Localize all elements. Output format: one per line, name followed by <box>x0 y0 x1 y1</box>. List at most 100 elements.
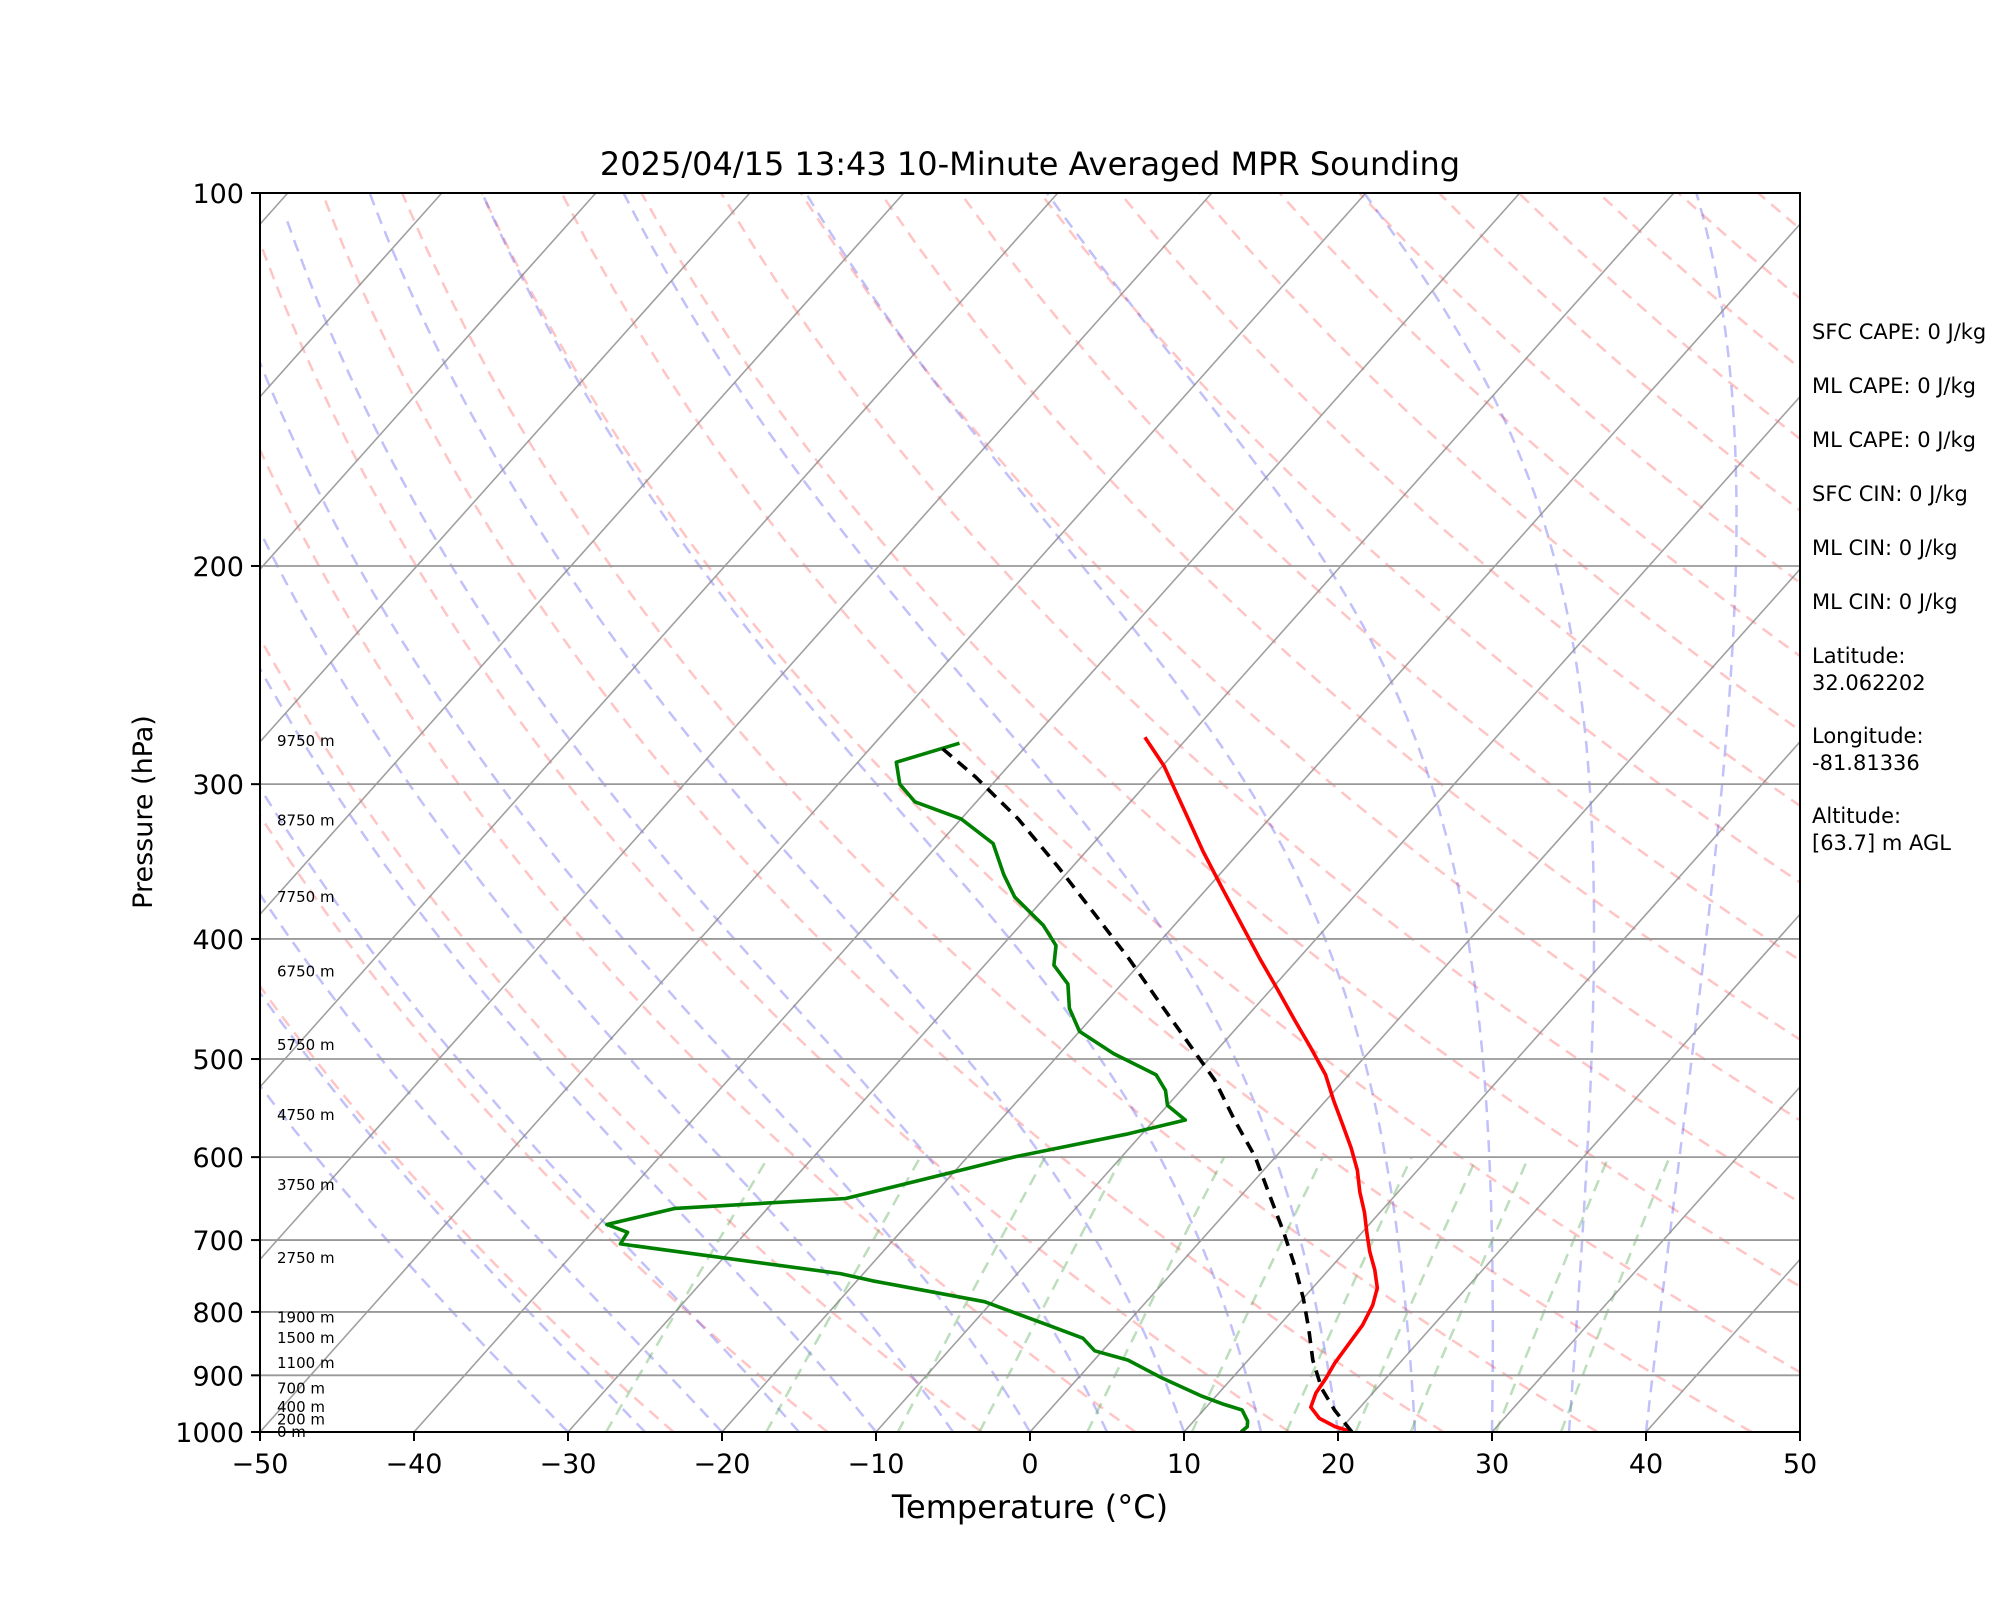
x-tick-label: −40 <box>386 1449 443 1480</box>
y-tick-label: 1000 <box>175 1418 244 1449</box>
moist-adiabat <box>260 990 646 1432</box>
dry-adiabat <box>1039 193 1800 885</box>
isotherm <box>1029 568 1800 1432</box>
isotherm <box>260 193 751 744</box>
dewpoint-trace <box>605 741 1250 1432</box>
height-label: 4750 m <box>277 1106 335 1124</box>
dry-adiabat <box>260 813 829 1432</box>
height-label: 1900 m <box>277 1308 335 1326</box>
x-tick-label: −10 <box>848 1449 905 1480</box>
dry-adiabat <box>260 635 983 1432</box>
height-label: 3750 m <box>277 1176 335 1194</box>
height-label: 7750 m <box>277 888 335 906</box>
ml-cape-2-annotation: ML CAPE: 0 J/kg <box>1812 428 1976 452</box>
moist-adiabat <box>285 218 1109 1432</box>
y-tick-label: 600 <box>192 1143 244 1174</box>
isotherm <box>260 193 905 916</box>
mixing-ratio-line <box>604 1156 770 1432</box>
height-label: 9750 m <box>277 732 335 750</box>
dry-adiabat <box>480 193 1753 1432</box>
isotherm <box>260 193 1059 1089</box>
height-label: 700 m <box>277 1379 325 1397</box>
chart-title: 2025/04/15 13:43 10-Minute Averaged MPR … <box>600 145 1460 183</box>
moist-adiabat <box>260 359 1032 1432</box>
dry-adiabat <box>260 984 675 1432</box>
height-label: 5750 m <box>277 1036 335 1054</box>
x-tick-label: −20 <box>694 1449 751 1480</box>
y-axis-ticks: 1000 900 800 700 600 500 400 300 200 100 <box>175 179 260 1449</box>
height-label: 1500 m <box>277 1329 335 1347</box>
dry-adiabat <box>321 193 1445 1432</box>
ml-cin-1-annotation: ML CIN: 0 J/kg <box>1812 536 1958 560</box>
temperature-trace <box>1143 736 1380 1432</box>
y-tick-label: 200 <box>192 552 244 583</box>
dry-adiabat <box>1198 193 1800 732</box>
isotherm <box>260 193 1367 1432</box>
x-axis-label: Temperature (°C) <box>891 1488 1168 1526</box>
ml-cin-2-annotation: ML CIN: 0 J/kg <box>1812 590 1958 614</box>
dry-adiabat <box>260 238 1291 1432</box>
mixing-ratio-line <box>896 1156 1047 1432</box>
moist-adiabat <box>1644 193 1738 1432</box>
mixing-ratio-line <box>1494 1156 1610 1432</box>
isotherm <box>260 193 1213 1261</box>
dry-adiabat <box>400 193 1599 1432</box>
y-tick-label: 700 <box>192 1226 244 1257</box>
dry-adiabat <box>560 193 1800 1374</box>
mixing-ratio-line <box>1190 1156 1324 1432</box>
y-tick-label: 900 <box>192 1361 244 1392</box>
y-tick-label: 500 <box>192 1045 244 1076</box>
moist-adiabat <box>622 193 1340 1432</box>
dry-adiabat <box>799 193 1800 1122</box>
mixing-ratio-line <box>765 1156 922 1432</box>
moist-adiabat <box>368 193 1186 1432</box>
y-tick-label: 300 <box>192 770 244 801</box>
isotherm <box>413 193 1521 1432</box>
latitude-annotation: Latitude: 32.062202 <box>1812 644 1926 695</box>
dry-adiabat <box>1119 193 1800 808</box>
isotherm <box>1337 913 1800 1432</box>
mixing-ratio-line <box>978 1156 1124 1432</box>
x-tick-label: 40 <box>1629 1449 1663 1480</box>
height-label: 1100 m <box>277 1354 335 1372</box>
mixing-ratio-line <box>1086 1156 1226 1432</box>
plot-frame <box>259 192 1801 1433</box>
ml-cape-1-annotation: ML CAPE: 0 J/kg <box>1812 374 1976 398</box>
moist-adiabat <box>804 193 1417 1432</box>
height-label: 0 m <box>277 1423 306 1441</box>
height-label: 8750 m <box>277 812 335 830</box>
x-tick-label: 50 <box>1783 1449 1817 1480</box>
moist-adiabat <box>260 666 877 1432</box>
height-label: 200 m <box>277 1410 325 1428</box>
y-tick-label: 400 <box>192 925 244 956</box>
moist-adiabat <box>1045 193 1495 1432</box>
sounding-traces <box>605 736 1380 1432</box>
x-axis-ticks: −50 −40 −30 −20 −10 0 10 20 30 40 50 <box>232 1432 1817 1480</box>
parcel-trace <box>939 745 1354 1432</box>
x-tick-label: 0 <box>1021 1449 1038 1480</box>
moist-adiabat <box>260 528 955 1432</box>
dry-adiabat <box>640 193 1800 1288</box>
isotherm <box>1183 740 1800 1432</box>
isotherm <box>260 193 597 571</box>
sfc-cin-annotation: SFC CIN: 0 J/kg <box>1812 482 1968 506</box>
isotherm <box>721 222 1800 1432</box>
mixing-ratio-line <box>1409 1156 1530 1432</box>
y-axis-label: Pressure (hPa) <box>128 715 159 909</box>
y-tick-label: 800 <box>192 1298 244 1329</box>
moist-adiabat <box>260 785 800 1432</box>
sfc-cape-annotation: SFC CAPE: 0 J/kg <box>1812 320 1986 344</box>
isotherm <box>0 193 134 1432</box>
dry-adiabat <box>720 193 1800 1204</box>
x-tick-label: −30 <box>540 1449 597 1480</box>
x-tick-label: 30 <box>1475 1449 1509 1480</box>
longitude-annotation: Longitude: -81.81336 <box>1812 724 1924 775</box>
height-label: 2750 m <box>277 1249 335 1267</box>
height-label: 6750 m <box>277 963 335 981</box>
isotherm <box>567 193 1675 1432</box>
dry-adiabat <box>260 447 1137 1432</box>
height-label: 400 m <box>277 1398 325 1416</box>
altitude-annotation: Altitude: [63.7] m AGL <box>1812 804 1951 855</box>
moist-adiabat <box>480 193 1263 1432</box>
